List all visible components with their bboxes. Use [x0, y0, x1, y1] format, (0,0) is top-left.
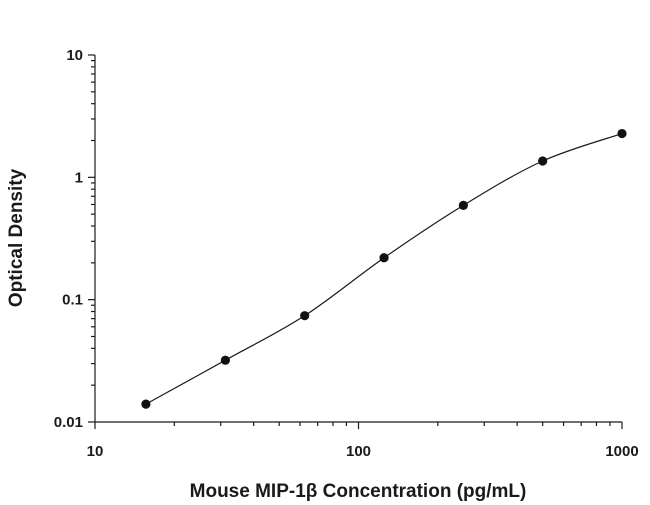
- y-tick-label: 0.1: [62, 292, 83, 309]
- x-tick-label: 10: [87, 443, 104, 460]
- axes: [94, 55, 622, 423]
- x-tick-label: 1000: [605, 443, 638, 460]
- x-axis-title: Mouse MIP-1β Concentration (pg/mL): [190, 481, 527, 502]
- data-points: [141, 128, 627, 409]
- x-tick-label: 100: [346, 443, 371, 460]
- data-point: [220, 355, 230, 365]
- data-point: [141, 399, 151, 409]
- y-tick-label: 1: [75, 169, 83, 186]
- data-point: [300, 311, 310, 321]
- tick-labels: 0.01 0.1 1 10 10 100 1000: [54, 47, 639, 460]
- data-point: [538, 156, 548, 166]
- fit-curve: [145, 132, 623, 405]
- data-point: [379, 253, 389, 263]
- y-tick-label: 0.01: [54, 414, 83, 431]
- ticks: [88, 54, 623, 429]
- y-axis-title: Optical Density: [6, 168, 27, 307]
- y-tick-label: 10: [66, 47, 83, 64]
- data-point: [617, 128, 627, 139]
- data-point: [458, 200, 468, 210]
